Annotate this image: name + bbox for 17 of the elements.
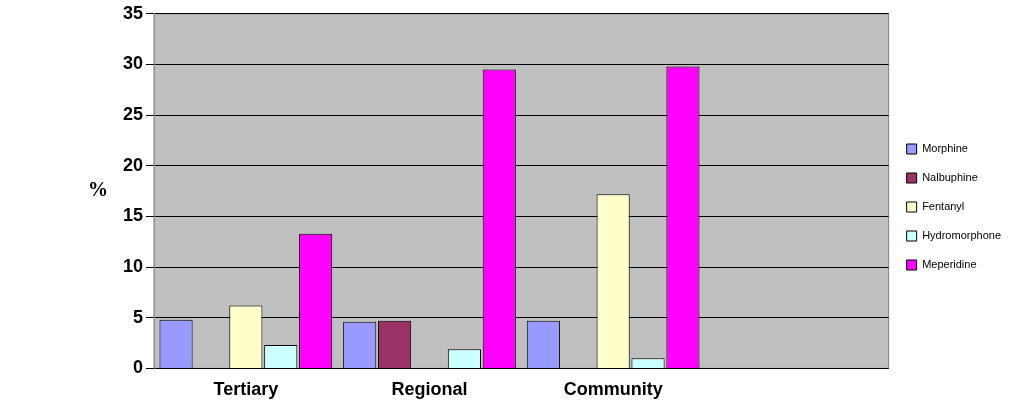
x-tick-label: Regional (391, 379, 468, 400)
x-tick-label: Community (563, 379, 663, 400)
legend-label: Nalbuphine (922, 171, 978, 184)
y-tick-label: 30 (122, 53, 144, 74)
y-tick-label: 15 (122, 205, 144, 226)
y-tick-label: 20 (122, 154, 144, 175)
y-tick-label: 25 (122, 104, 144, 125)
legend-label: Morphine (922, 142, 968, 155)
legend-label: Meperidine (922, 258, 977, 271)
y-tick-label: 5 (133, 306, 144, 327)
y-tick-label: 35 (122, 2, 144, 23)
y-tick-label: 0 (133, 357, 144, 378)
y-tick-label: 10 (122, 256, 144, 277)
legend-label: Fentanyl (922, 200, 965, 213)
y-axis-title: % (88, 178, 108, 201)
x-tick-label: Tertiary (213, 379, 279, 400)
legend-label: Hydromorphone (922, 229, 1001, 242)
